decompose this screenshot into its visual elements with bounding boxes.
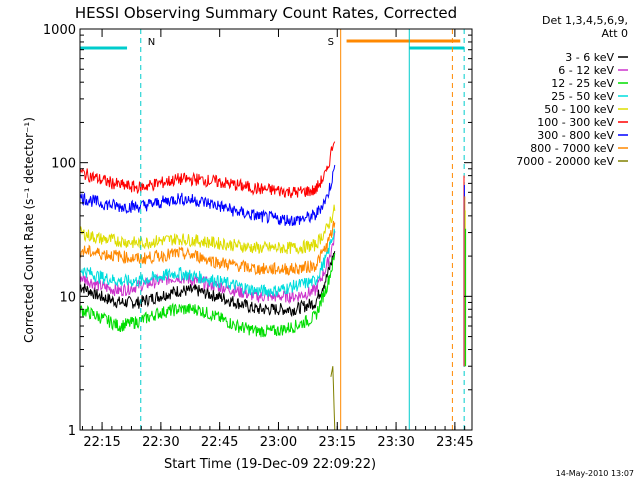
legend-label-5: 100 - 300 keV (537, 116, 614, 129)
legend-label-7: 800 - 7000 keV (530, 142, 614, 155)
legend-label-0: 3 - 6 keV (565, 51, 614, 64)
annotation-n: N (148, 37, 155, 48)
y-tick-label: 10 (59, 290, 76, 305)
plot-frame (79, 28, 473, 431)
chart-title: HESSI Observing Summary Count Rates, Cor… (75, 4, 457, 22)
x-tick-label: 23:30 (377, 435, 414, 450)
legend-label-6: 300 - 800 keV (537, 129, 614, 142)
annotation-s: S (328, 37, 334, 48)
legend-label-3: 25 - 50 keV (551, 90, 614, 103)
series-line-6 (79, 164, 336, 227)
y-tick-label: 100 (51, 157, 76, 172)
x-tick-label: 22:15 (83, 435, 120, 450)
legend-label-1: 6 - 12 keV (558, 64, 614, 77)
x-tick-label: 22:30 (142, 435, 179, 450)
series-line-2 (79, 253, 336, 338)
series-line-5 (79, 141, 336, 199)
y-axis-label: Corrected Count Rate (s⁻¹ detector⁻¹) (22, 117, 36, 343)
x-axis-label: Start Time (19-Dec-09 22:09:22) (164, 457, 376, 472)
series-line-7 (79, 220, 336, 276)
x-tick-label: 23:45 (436, 435, 473, 450)
series-line-8 (330, 366, 336, 431)
legend-label-4: 50 - 100 keV (544, 103, 614, 116)
x-tick-label: 23:15 (319, 435, 356, 450)
y-tick-label: 1000 (43, 23, 76, 38)
legend-label-8: 7000 - 20000 keV (516, 155, 614, 168)
legend-label-2: 12 - 25 keV (551, 77, 614, 90)
x-tick-label: 22:45 (201, 435, 238, 450)
y-tick-label: 1 (68, 424, 76, 439)
series-line-4 (79, 204, 336, 255)
series-line-3 (79, 228, 336, 297)
footer-timestamp: 14-May-2010 13:07 (555, 469, 634, 478)
x-tick-label: 23:00 (260, 435, 297, 450)
legend-header-1: Att 0 (602, 27, 628, 40)
axes: 1 10 100 1000 22:15 22:30 22:45 23:00 23:15 23:30… (43, 23, 474, 450)
legend-header-0: Det 1,3,4,5,6,9, (542, 14, 628, 27)
